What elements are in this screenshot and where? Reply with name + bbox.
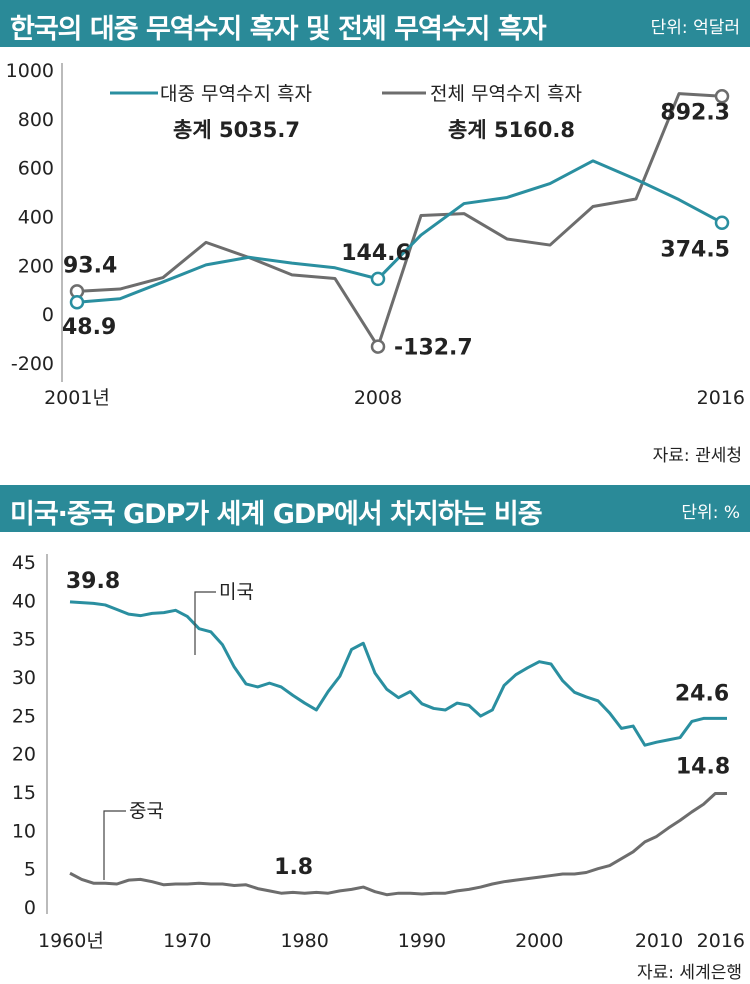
y-tick-label: 10	[12, 820, 36, 842]
data-label-china-2008: 144.6	[341, 241, 411, 266]
y-tick-label: 30	[12, 667, 36, 689]
x-tick-label: 2010	[635, 930, 683, 952]
chart2-y-axis: 45 40 35 30 25 20 15 10 5 0	[12, 552, 47, 919]
data-label-china-2016: 374.5	[660, 238, 730, 263]
chart1-data-labels: 93.4 48.9 144.6 -132.7 892.3 374.5	[62, 100, 730, 360]
data-label-us-1960: 39.8	[66, 569, 120, 594]
callout-line-china	[104, 811, 126, 880]
chart2-unit: 단위: %	[681, 498, 740, 523]
marker-china-2008	[372, 273, 384, 285]
chart2-header: 미국·중국 GDP가 세계 GDP에서 차지하는 비중 단위: %	[0, 485, 750, 532]
x-tick-label: 2008	[354, 387, 402, 409]
data-label-total-2016: 892.3	[660, 100, 730, 125]
x-tick-label: 2016	[697, 930, 745, 952]
legend-label-china: 대중 무역수지 흑자	[160, 83, 312, 105]
y-tick-label: 400	[18, 207, 54, 229]
legend-label-total: 전체 무역수지 흑자	[430, 83, 582, 105]
chart1-y-axis: 1000 800 600 400 200 0 -200	[6, 60, 62, 382]
x-tick-label: 2000	[515, 930, 563, 952]
data-label-china-2001: 48.9	[62, 315, 116, 340]
series-line-china	[70, 794, 727, 895]
y-tick-label: 40	[12, 590, 36, 612]
chart1-markers	[71, 90, 728, 352]
y-tick-label: 1000	[6, 60, 54, 82]
marker-total-2008	[372, 341, 384, 353]
chart2-series	[70, 602, 727, 895]
x-tick-label: 2001년	[44, 387, 110, 409]
data-label-total-2001: 93.4	[63, 253, 117, 278]
y-tick-label: 15	[12, 782, 36, 804]
series-line-us	[70, 602, 727, 745]
y-tick-label: 600	[18, 158, 54, 180]
series-label-china: 중국	[129, 800, 164, 822]
y-tick-label: 200	[18, 255, 54, 277]
chart1-plot: 1000 800 600 400 200 0 -200 2001년 2008 2016 93.4…	[0, 47, 750, 437]
chart1-source: 자료: 관세청	[653, 441, 742, 466]
total-total: 총계 5160.8	[448, 118, 575, 142]
y-tick-label: 25	[12, 705, 36, 727]
data-label-china-1980: 1.8	[274, 855, 313, 880]
marker-china-2001	[71, 296, 83, 308]
chart1-x-axis: 2001년 2008 2016	[44, 387, 745, 409]
y-tick-label: 0	[42, 304, 54, 326]
chart2-x-axis: 1960년 1970 1980 1990 2000 2010 2016	[38, 930, 745, 952]
chart1-legend: 대중 무역수지 흑자 총계 5035.7 전체 무역수지 흑자 총계 5160.…	[110, 83, 582, 142]
y-tick-label: -200	[11, 353, 54, 375]
y-tick-label: 35	[12, 629, 36, 651]
data-label-us-2016: 24.6	[675, 681, 729, 706]
data-label-china-2016: 14.8	[676, 755, 730, 780]
chart2-data-labels: 39.8 1.8 24.6 14.8	[66, 569, 730, 880]
chart2-title: 미국·중국 GDP가 세계 GDP에서 차지하는 비중	[10, 492, 542, 531]
chart1-title: 한국의 대중 무역수지 흑자 및 전체 무역수지 흑자	[10, 7, 546, 46]
y-tick-label: 0	[24, 897, 36, 919]
total-china: 총계 5035.7	[173, 118, 300, 142]
chart1-header: 한국의 대중 무역수지 흑자 및 전체 무역수지 흑자 단위: 억달러	[0, 0, 750, 47]
marker-china-2016	[716, 217, 728, 229]
chart2-plot: 45 40 35 30 25 20 15 10 5 0 1960년 1970 1980 1990 2000…	[0, 532, 750, 952]
chart2-series-callouts: 미국 중국	[104, 581, 254, 880]
x-tick-label: 1990	[398, 930, 446, 952]
x-tick-label: 2016	[697, 387, 745, 409]
callout-line-us	[195, 592, 216, 655]
y-tick-label: 45	[12, 552, 36, 574]
x-tick-label: 1960년	[38, 930, 104, 952]
series-label-us: 미국	[219, 581, 254, 603]
chart2-source: 자료: 세계은행	[637, 958, 742, 983]
y-tick-label: 20	[12, 744, 36, 766]
y-tick-label: 800	[18, 109, 54, 131]
x-tick-label: 1980	[280, 930, 328, 952]
y-tick-label: 5	[24, 859, 36, 881]
chart1-unit: 단위: 억달러	[651, 13, 740, 38]
data-label-total-2008: -132.7	[394, 336, 473, 361]
x-tick-label: 1970	[163, 930, 211, 952]
